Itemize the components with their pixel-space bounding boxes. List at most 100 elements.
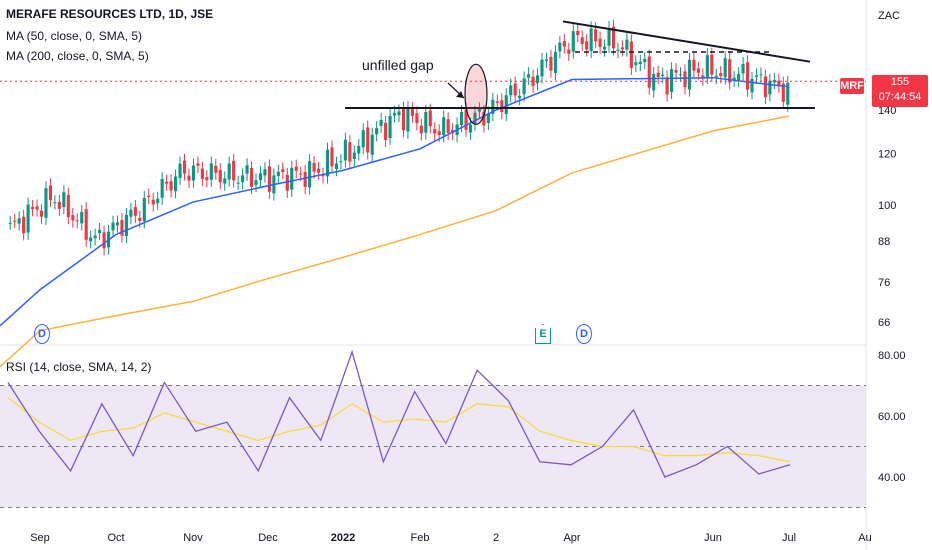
candle-body [683,71,687,88]
candle-body [397,111,401,116]
candle-body [348,142,352,162]
candle-body [629,41,633,68]
rsi-ma-line [7,397,791,463]
dividend-marker[interactable]: D [34,324,50,344]
time-tick-label: Au [858,532,871,544]
time-tick-label: Nov [183,532,203,544]
candle-body [392,112,397,116]
candle-body [174,176,178,192]
candle-body [473,112,477,124]
candle-body [84,209,88,240]
candle-body [290,167,294,190]
price-tick-label: 100 [878,200,896,212]
candle-body [468,124,473,133]
candle-body [482,111,486,126]
candle-body [303,171,307,187]
candle-body [31,206,35,210]
candle-body [745,62,750,90]
rsi-tick-label: 60.00 [878,411,906,423]
candle-body [89,237,93,242]
candle-body [267,166,271,192]
candle-body [665,77,669,95]
symbol-tag: MRF [840,78,864,94]
candle-body [285,174,289,191]
candle-body [549,56,553,71]
candle-body [401,108,406,131]
candle-body [343,139,347,161]
candle-body [477,109,481,112]
candle-body [236,182,240,184]
candle-body [294,166,298,171]
candle-body [710,54,714,75]
candle-body [22,216,26,234]
candle-body [133,207,137,216]
candle-body [361,130,365,148]
candle-body [102,232,106,249]
time-tick-label: Feb [411,532,430,544]
candle-body [611,26,616,49]
bar-countdown: 07:44:54 [878,91,922,103]
candle-body [638,61,642,65]
candle-body [218,170,222,183]
candle-body [98,229,102,234]
candle-body [334,163,339,170]
candle-body [241,175,245,183]
last-price-value: 155 [890,76,910,88]
ma200-line [0,115,790,368]
rsi-tick-label: 40.00 [878,472,906,484]
candle-body [178,163,182,178]
candle-body [544,59,549,61]
candle-body [370,134,374,155]
candle-body [66,195,70,218]
candle-body [670,69,674,92]
candle-body [388,115,392,139]
ma50-legend[interactable]: MA (50, close, 0, SMA, 5) [6,29,143,43]
candle-body [602,46,607,50]
price-tick-label: 120 [878,148,896,160]
candle-body [750,78,754,93]
candle-body [410,109,414,116]
candle-body [379,120,383,126]
rsi-legend[interactable]: RSI (14, close, SMA, 14, 2) [6,360,152,374]
candle-body [366,127,370,153]
candle-body [585,41,589,50]
candle-body [165,181,169,184]
candle-body [442,117,446,136]
candle-body [634,62,638,66]
candle-body [571,31,575,52]
time-tick-label: Jul [782,532,796,544]
candle-body [48,185,53,200]
candle-body [299,173,303,175]
candle-body [375,127,379,135]
candle-body [151,199,155,205]
candle-body [580,37,584,44]
time-tick-label: Sep [30,532,50,544]
candle-body [777,80,781,87]
time-tick-label: 2022 [331,532,355,544]
time-tick-label: Apr [563,532,580,544]
dividend-marker[interactable]: D [576,324,592,344]
candle-body [339,161,343,163]
candle-body [8,222,12,224]
candle-body [732,77,736,80]
candle-body [71,215,75,221]
ma200-legend[interactable]: MA (200, close, 0, SMA, 5) [6,49,149,63]
candle-body [589,28,593,51]
candle-body [187,175,191,181]
time-tick-label: Oct [107,532,124,544]
rsi-tick-label: 80.00 [878,350,906,362]
candle-body [737,73,741,81]
candle-body [781,83,785,102]
candle-body [191,165,196,181]
candle-body [317,168,321,173]
candle-body [419,125,423,134]
earnings-marker[interactable]: E [535,324,551,344]
time-tick-label: Dec [258,532,278,544]
candle-body [527,74,531,78]
candle-body [509,85,513,96]
unfilled-gap-ellipse [464,63,488,125]
candle-body [120,220,124,236]
annotation-text: unfilled gap [362,57,434,73]
candle-body [464,109,468,130]
